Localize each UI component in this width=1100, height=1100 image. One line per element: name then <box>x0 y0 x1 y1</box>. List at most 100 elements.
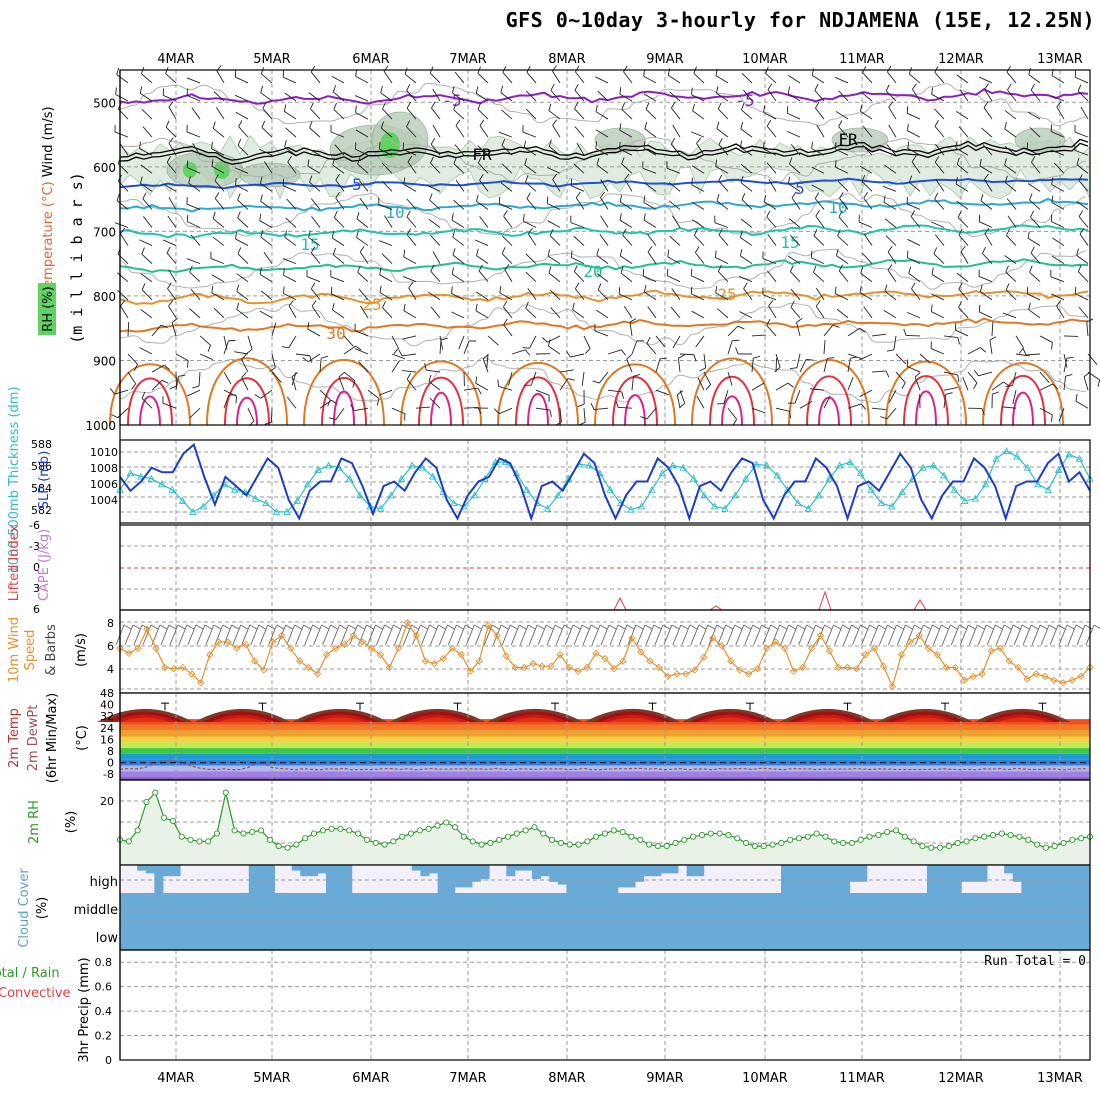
thickness-point <box>1044 485 1053 493</box>
wind-barb-flag <box>525 175 529 183</box>
wind-barb <box>814 198 825 210</box>
wind-barb <box>626 358 633 373</box>
wind-barb-flag <box>503 210 508 217</box>
wind-barb-flag <box>236 302 240 310</box>
wind10m-barb-flag <box>590 624 599 630</box>
rh2m-point <box>125 838 132 845</box>
thickness-tick: 588 <box>31 438 52 451</box>
wind-barb <box>548 145 561 156</box>
rh2m-point <box>857 836 864 843</box>
thickness-point <box>230 485 239 493</box>
wind-barb-flag <box>309 175 313 183</box>
wind-barb <box>547 220 561 228</box>
wind-barb-flag <box>430 264 435 272</box>
wind10m-point <box>484 621 492 629</box>
cloud-high-bar <box>291 865 301 871</box>
wind-barb-flag <box>408 282 414 289</box>
wind-barb <box>1006 71 1017 84</box>
cloud-high-bar <box>437 865 447 893</box>
wind-barb <box>717 108 729 120</box>
rh2m-point <box>249 828 256 835</box>
wind-barb <box>934 108 945 120</box>
wind-barb <box>439 340 442 355</box>
wind-barb <box>310 252 321 264</box>
li-tick: 0 <box>33 561 40 574</box>
temp-color-band <box>120 748 1090 754</box>
wind-barb <box>259 220 273 228</box>
thickness-point <box>637 502 646 510</box>
wind-barb-flag <box>379 267 382 275</box>
wind-barb <box>271 371 282 383</box>
y-tick-label: 600 <box>93 161 116 175</box>
wind-barb <box>787 74 801 84</box>
wind-barb <box>429 72 441 84</box>
wind10m-barb <box>941 624 951 646</box>
wind-barb <box>501 163 513 174</box>
wind-barb-flag <box>850 356 858 359</box>
wind-barb <box>815 287 825 301</box>
wind-barb <box>931 93 945 102</box>
cloud-high-bar <box>429 865 439 874</box>
wind-barb <box>383 71 393 84</box>
cloud-high-bar <box>926 865 936 893</box>
thickness-point <box>199 502 208 510</box>
wind10m-barb <box>636 624 646 646</box>
wind-barb <box>356 237 369 246</box>
wind-barb <box>643 75 657 84</box>
wind10m-barb-flag <box>626 624 635 630</box>
wind-barb <box>631 376 634 391</box>
wind-barb <box>310 198 321 210</box>
wind10m-barb-flag <box>635 624 644 630</box>
wind-barb-flag <box>131 383 137 390</box>
wind-barb-flag <box>1004 175 1008 183</box>
wind-barb <box>498 407 513 415</box>
wind-barb <box>527 288 537 301</box>
wind-barb <box>669 235 681 246</box>
wind-barb <box>330 276 345 283</box>
wind-barb <box>906 311 921 319</box>
wind-barb <box>741 72 753 84</box>
date-label-top: 12MAR <box>938 52 984 67</box>
wind-barb-flag <box>910 210 916 217</box>
wind-barb-flag <box>552 119 558 126</box>
wind-barb <box>548 345 561 355</box>
date-label-top: 6MAR <box>352 52 389 67</box>
wind-barb-flag <box>973 369 979 377</box>
wind-barb <box>583 335 591 349</box>
rh2m-point <box>822 833 829 840</box>
thickness-point <box>126 469 135 477</box>
wind-barb-flag <box>264 421 272 425</box>
wind10m-barb <box>313 624 323 646</box>
wind-barb <box>871 407 886 410</box>
wind-barb <box>476 255 489 265</box>
wind-barb-flag <box>676 390 684 395</box>
wind-barb-flag <box>139 141 141 149</box>
wind-barb <box>861 181 873 192</box>
thickness-point <box>585 461 594 469</box>
date-label-bottom: 6MAR <box>352 1071 389 1086</box>
freezing-line <box>119 142 1089 165</box>
wind-barb <box>241 377 249 391</box>
wind-barb <box>283 274 297 283</box>
wind-barb <box>455 179 465 192</box>
wind-barb <box>884 164 897 174</box>
wind-barb <box>646 343 657 355</box>
isotherm-loop <box>1000 374 1046 426</box>
wind-barb-flag <box>957 210 962 218</box>
wind-barb <box>799 359 807 373</box>
wind-barb <box>666 167 681 174</box>
cloud-high-bar <box>1012 865 1022 882</box>
wind-barb <box>655 358 661 373</box>
wind10m-point <box>798 663 807 672</box>
wind-barb-flag <box>500 85 504 93</box>
wind10m-speed-line <box>119 621 1091 689</box>
wind10m-point <box>834 663 843 672</box>
wind-barb-flag <box>834 142 837 150</box>
wind10m-point <box>269 638 277 646</box>
wind10m-barb <box>286 624 296 646</box>
wind-barb <box>887 71 897 84</box>
thickness-point <box>314 465 322 473</box>
wind-barb <box>355 112 369 120</box>
wind10m-point <box>969 672 977 681</box>
wind-barb <box>475 382 489 391</box>
